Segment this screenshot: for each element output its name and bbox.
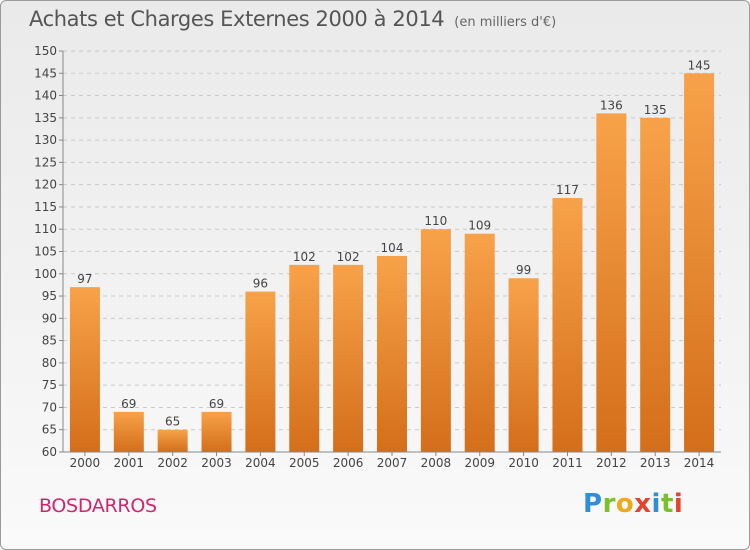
y-tick-label: 80	[42, 356, 57, 370]
x-tick-label: 2006	[333, 456, 364, 470]
x-axis: 2000 2001 2002 2003 2004 2005 2006 2007 2008 2009…	[63, 451, 721, 470]
bar	[289, 264, 320, 452]
y-tick-label: 150	[34, 44, 57, 58]
chart-title: Achats et Charges Externes 2000 à 2014 (e…	[29, 7, 556, 31]
x-tick-label: 2014	[684, 456, 715, 470]
y-tick-label: 75	[42, 378, 57, 392]
logo-letter: x	[634, 489, 652, 519]
commune-name: BOSDARROS	[39, 495, 157, 517]
bar-value-label: 145	[688, 58, 711, 72]
logo-letter: i	[651, 489, 661, 519]
bar-value-label: 97	[77, 272, 92, 286]
bar	[420, 229, 451, 452]
y-tick-label: 65	[42, 423, 57, 437]
logo-letter: P	[583, 489, 603, 519]
bar	[464, 233, 495, 452]
x-tick-label: 2011	[552, 456, 583, 470]
bar-value-label: 135	[644, 103, 667, 117]
x-tick-label: 2008	[421, 456, 452, 470]
y-tick-label: 145	[34, 66, 57, 80]
logo-letter: r	[602, 489, 616, 519]
bar-value-label: 69	[209, 397, 224, 411]
x-tick-label: 2009	[464, 456, 495, 470]
bar	[201, 411, 232, 452]
y-tick-label: 95	[42, 289, 57, 303]
y-tick-label: 125	[34, 155, 57, 169]
bar-value-label: 104	[381, 241, 404, 255]
x-tick-label: 2001	[114, 456, 145, 470]
y-axis: 60 65 70 75 80 85 90 95 100 105 110 115 120 125 130 135…	[34, 44, 64, 459]
logo-letter: i	[673, 489, 684, 519]
bar-series: 97 69 65 69 96 102 102 104 110 109 99 117 136 135 145	[69, 58, 715, 453]
y-tick-label: 60	[42, 445, 57, 459]
bar-value-label: 65	[165, 415, 180, 429]
x-tick-label: 2013	[640, 456, 671, 470]
y-tick-label: 70	[42, 400, 57, 414]
x-tick-label: 2002	[157, 456, 188, 470]
bar	[333, 264, 364, 452]
bar-value-label: 110	[424, 214, 447, 228]
y-tick-label: 140	[34, 89, 57, 103]
bar-value-label: 69	[121, 397, 136, 411]
y-tick-label: 90	[42, 311, 57, 325]
x-tick-label: 2004	[245, 456, 276, 470]
logo-letter: t	[660, 489, 674, 519]
y-tick-label: 105	[34, 245, 57, 259]
bar-value-label: 136	[600, 98, 623, 112]
bar	[377, 255, 407, 452]
bar-value-label: 109	[468, 219, 491, 233]
chart-subtitle: (en milliers d'€)	[454, 15, 557, 30]
bar	[245, 291, 276, 452]
bar	[508, 278, 539, 452]
bar	[684, 73, 715, 453]
bar-value-label: 96	[253, 277, 268, 291]
logo-letter: o	[615, 489, 635, 519]
y-tick-label: 135	[34, 111, 57, 125]
x-tick-label: 2000	[70, 456, 101, 470]
y-tick-label: 130	[34, 133, 57, 147]
x-tick-label: 2005	[289, 456, 320, 470]
bar	[157, 429, 188, 452]
bar	[69, 287, 100, 452]
bar-value-label: 102	[337, 250, 360, 264]
y-tick-label: 110	[34, 222, 57, 236]
x-tick-label: 2010	[508, 456, 539, 470]
bar	[596, 113, 627, 452]
y-tick-label: 100	[34, 267, 57, 281]
bar-value-label: 102	[293, 250, 316, 264]
bar	[640, 117, 671, 452]
x-tick-label: 2003	[201, 456, 232, 470]
bar	[552, 198, 583, 452]
x-tick-label: 2012	[596, 456, 627, 470]
y-tick-label: 120	[34, 178, 57, 192]
bar	[113, 411, 144, 452]
x-tick-label: 2007	[377, 456, 408, 470]
y-tick-label: 115	[34, 200, 57, 214]
proxiti-logo[interactable]: Proxiti	[583, 489, 683, 519]
bar-value-label: 117	[556, 183, 579, 197]
y-tick-label: 85	[42, 334, 57, 348]
bar-value-label: 99	[516, 263, 531, 277]
chart-title-text: Achats et Charges Externes 2000 à 2014	[29, 7, 445, 31]
